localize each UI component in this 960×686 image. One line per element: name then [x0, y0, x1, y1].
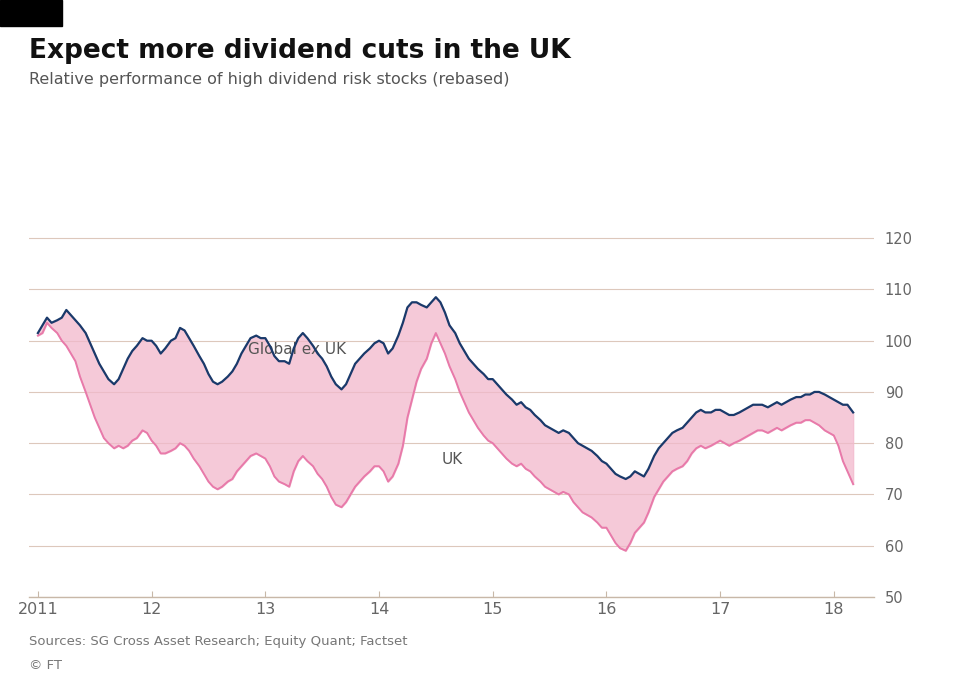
- Text: Relative performance of high dividend risk stocks (rebased): Relative performance of high dividend ri…: [29, 72, 510, 87]
- Text: © FT: © FT: [29, 659, 61, 672]
- Text: Global ex UK: Global ex UK: [249, 342, 347, 357]
- Text: Expect more dividend cuts in the UK: Expect more dividend cuts in the UK: [29, 38, 570, 64]
- Text: UK: UK: [442, 451, 463, 466]
- Text: Sources: SG Cross Asset Research; Equity Quant; Factset: Sources: SG Cross Asset Research; Equity…: [29, 635, 407, 648]
